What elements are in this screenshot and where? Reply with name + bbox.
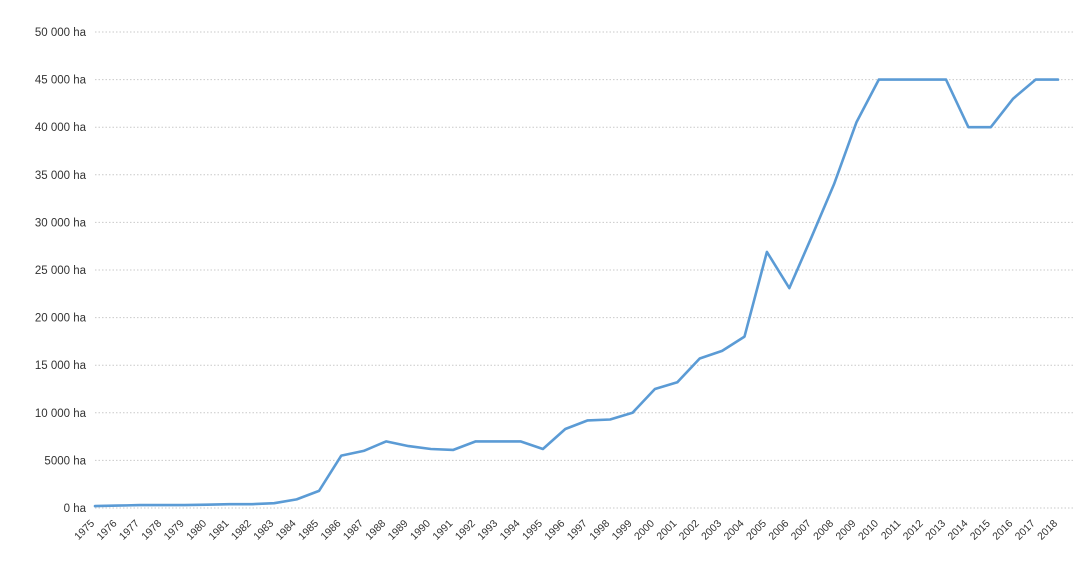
x-axis-label: 2008 (811, 518, 836, 543)
x-axis-label: 2017 (1013, 518, 1038, 543)
x-axis-label: 1988 (363, 518, 388, 543)
x-axis-label: 2007 (789, 518, 814, 543)
data-line-series (93, 78, 1060, 508)
x-axis-label: 1992 (453, 518, 478, 543)
y-axis-label: 35 000 ha (35, 170, 87, 182)
x-axis-label: 2009 (834, 518, 859, 543)
y-axis-label: 25 000 ha (35, 265, 87, 277)
x-axis-label: 2018 (1035, 518, 1060, 543)
x-axis-label: 2004 (722, 518, 747, 543)
x-axis-label: 1980 (184, 518, 209, 543)
x-axis-label: 2014 (946, 518, 971, 543)
x-axis-label: 2000 (632, 518, 657, 543)
x-axis-label: 2015 (968, 518, 993, 543)
x-axis-label: 2001 (654, 518, 679, 543)
x-axis-label: 1984 (274, 518, 299, 543)
x-axis-label: 1986 (318, 518, 343, 543)
y-axis-label: 10 000 ha (35, 408, 87, 420)
y-axis-label: 30 000 ha (35, 217, 87, 229)
x-axis-label: 1977 (117, 518, 142, 543)
x-axis-label: 2011 (879, 518, 904, 543)
x-axis-label: 1999 (610, 518, 635, 543)
x-axis-label: 1979 (162, 518, 187, 543)
x-axis-label: 2002 (677, 518, 702, 543)
x-axis-label: 1997 (565, 518, 590, 543)
x-axis-label: 2012 (901, 518, 926, 543)
x-axis-label: 2010 (856, 518, 881, 543)
x-axis-label: 2005 (744, 518, 769, 543)
x-axis-label: 1978 (139, 518, 164, 543)
x-axis-label: 1982 (229, 518, 254, 543)
x-axis-label: 2016 (990, 518, 1015, 543)
y-axis-label: 0 ha (64, 503, 87, 515)
x-axis-label: 1981 (206, 518, 231, 543)
x-axis-label: 1987 (341, 518, 366, 543)
x-axis-label: 2003 (699, 518, 724, 543)
x-axis-label: 1993 (475, 518, 500, 543)
x-axis-label: 1995 (520, 518, 545, 543)
y-axis-label: 45 000 ha (35, 75, 87, 87)
x-axis-label: 1994 (498, 518, 523, 543)
x-axis-label: 1985 (296, 518, 321, 543)
x-axis-label: 1983 (251, 518, 276, 543)
y-axis-label: 40 000 ha (35, 122, 87, 134)
x-axis-label: 1989 (386, 518, 411, 543)
y-axis-label: 20 000 ha (35, 313, 87, 325)
x-axis-label: 1991 (430, 518, 455, 543)
x-axis-label: 1998 (587, 518, 612, 543)
x-axis-label: 1990 (408, 518, 433, 543)
x-axis-label: 1996 (542, 518, 567, 543)
y-axis-label: 50 000 ha (35, 27, 87, 39)
x-axis-label: 1976 (95, 518, 120, 543)
x-axis-label: 1975 (72, 518, 97, 543)
x-axis-label: 2006 (766, 518, 791, 543)
y-axis-label: 15 000 ha (35, 360, 87, 372)
y-axis-label: 5000 ha (44, 455, 86, 467)
x-axis-label: 2013 (923, 518, 948, 543)
